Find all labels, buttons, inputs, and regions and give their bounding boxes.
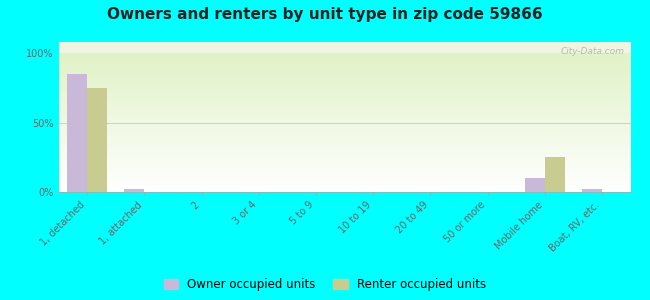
Text: Owners and renters by unit type in zip code 59866: Owners and renters by unit type in zip c…: [107, 8, 543, 22]
Bar: [582, 189, 602, 192]
Bar: [87, 88, 107, 192]
Bar: [525, 178, 545, 192]
Bar: [67, 74, 87, 192]
Bar: [124, 189, 144, 192]
Text: City-Data.com: City-Data.com: [561, 46, 625, 56]
Legend: Owner occupied units, Renter occupied units: Owner occupied units, Renter occupied un…: [164, 278, 486, 291]
Bar: [545, 157, 565, 192]
